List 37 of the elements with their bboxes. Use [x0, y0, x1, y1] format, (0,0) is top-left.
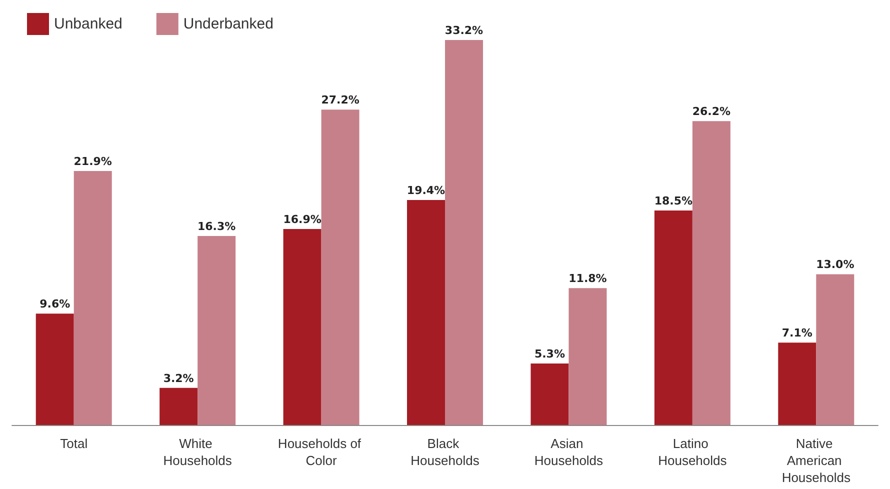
data-label: 21.9% — [74, 155, 112, 168]
data-label: 19.4% — [406, 184, 446, 198]
data-label: 26.2% — [692, 105, 731, 118]
x-tick-label: Total — [60, 436, 88, 451]
data-label: 5.3% — [534, 348, 565, 361]
bar — [568, 288, 607, 425]
x-tick-label: Asian Households — [534, 436, 604, 468]
bar — [692, 121, 730, 425]
data-label: 16.9% — [283, 213, 322, 226]
legend-label: Underbanked — [183, 16, 274, 32]
x-tick-label: Latino Households — [658, 436, 728, 468]
data-label: 11.8% — [568, 272, 607, 286]
bar — [816, 274, 854, 425]
bar — [198, 236, 236, 425]
bar — [445, 40, 483, 425]
data-label: 3.2% — [163, 372, 194, 385]
data-label: 16.3% — [197, 220, 236, 233]
bar — [407, 200, 445, 425]
data-label: 27.2% — [321, 94, 360, 107]
x-tick-label: White Households — [163, 436, 232, 468]
bar — [321, 110, 360, 425]
data-label: 9.6% — [40, 298, 70, 311]
bar — [36, 314, 74, 425]
data-label: 7.1% — [782, 326, 812, 340]
data-label: 18.5% — [654, 194, 693, 208]
legend-label: Unbanked — [54, 16, 122, 32]
x-tick-label: Households of Color — [278, 436, 365, 468]
bar — [283, 229, 322, 425]
bar — [74, 171, 112, 425]
bar — [654, 210, 692, 425]
x-tick-label: Native American Households — [782, 436, 851, 485]
x-tick-label: Black Households — [410, 436, 480, 468]
data-label: 33.2% — [444, 24, 484, 37]
bar — [530, 364, 569, 425]
bar — [778, 342, 816, 425]
bar — [160, 388, 198, 425]
data-label: 13.0% — [816, 258, 854, 272]
